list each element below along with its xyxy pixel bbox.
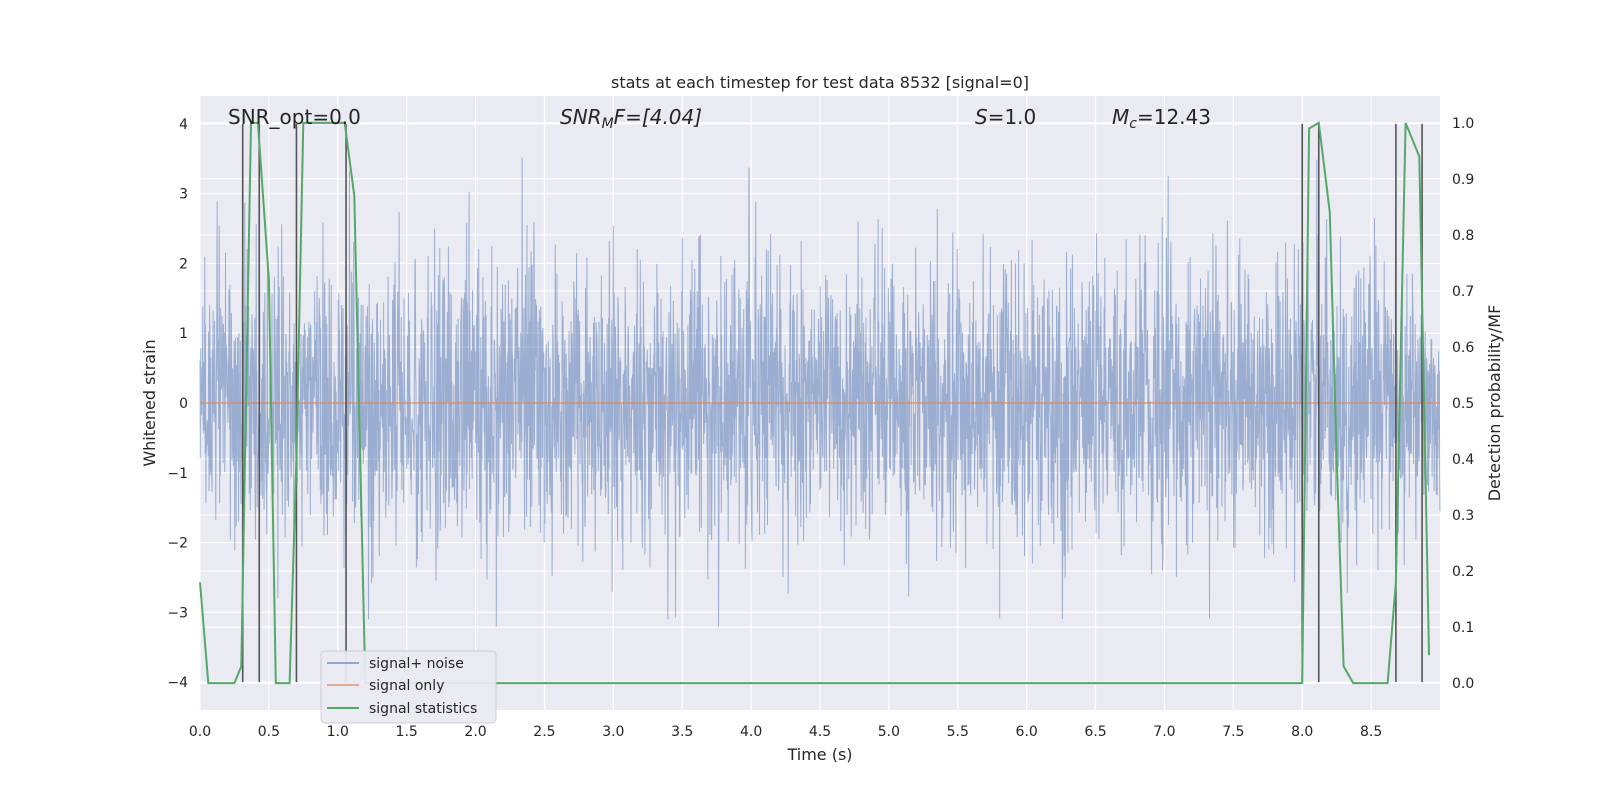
- x-tick-label: 0.0: [189, 724, 211, 740]
- legend-box: [320, 650, 497, 724]
- noise-trace: [199, 157, 1441, 627]
- x-tick-label: 7.0: [1153, 724, 1175, 740]
- right-y-tick-label: 0.9: [1452, 172, 1474, 188]
- x-axis-label: Time (s): [786, 745, 852, 764]
- x-tick-label: 3.5: [671, 724, 693, 740]
- x-tick-label: 2.0: [464, 724, 486, 740]
- right-y-tick-label: 0.7: [1452, 284, 1474, 300]
- y-tick-label: −2: [167, 536, 188, 552]
- mc-annotation: Mc=12.43: [1112, 105, 1211, 132]
- x-tick-label: 8.0: [1291, 724, 1313, 740]
- x-tick-label: 8.5: [1360, 724, 1382, 740]
- x-tick-label: 4.0: [740, 724, 762, 740]
- x-tick-label: 1.0: [327, 724, 349, 740]
- legend-label-stats: signal statistics: [369, 701, 477, 717]
- right-y-tick-label: 0.6: [1452, 340, 1474, 356]
- right-y-tick-label: 1.0: [1452, 116, 1474, 132]
- y-tick-label: 3: [179, 187, 188, 203]
- y-tick-label: 1: [179, 326, 188, 342]
- x-tick-label: 6.5: [1084, 724, 1106, 740]
- legend: signal+ noise signal only signal statist…: [320, 650, 497, 724]
- x-tick-label: 2.5: [533, 724, 555, 740]
- right-y-tick-label: 0.8: [1452, 228, 1474, 244]
- y-tick-label: −3: [167, 605, 188, 621]
- y-tick-label: 0: [179, 396, 188, 412]
- right-y-tick-label: 0.1: [1452, 620, 1474, 636]
- y-tick-label: −4: [167, 675, 188, 691]
- s-annotation: S=1.0: [975, 105, 1036, 129]
- y-axis-label: Whitened strain: [140, 339, 159, 466]
- right-y-tick-labels: 1.0 0.9 0.8 0.7 0.6 0.5 0.4 0.3 0.2 0.1 0.0: [1452, 116, 1474, 692]
- x-tick-label: 6.0: [1016, 724, 1038, 740]
- snr-opt-annotation: SNR_opt=0.0: [228, 105, 361, 129]
- x-tick-label: 0.5: [258, 724, 280, 740]
- snr-mf-annotation: SNRMF=[4.04]: [560, 105, 702, 132]
- right-y-tick-label: 0.3: [1452, 508, 1474, 524]
- right-y-tick-label: 0.4: [1452, 452, 1474, 468]
- x-tick-label: 5.0: [878, 724, 900, 740]
- right-y-tick-label: 0.5: [1452, 396, 1474, 412]
- y-tick-label: −1: [167, 466, 188, 482]
- y-tick-labels: 4 3 2 1 0 −1 −2 −3 −4: [167, 117, 188, 691]
- y-tick-label: 2: [179, 256, 188, 272]
- legend-label-signal: signal only: [369, 678, 444, 694]
- noise-series: [199, 157, 1441, 627]
- y-tick-label: 4: [179, 117, 188, 133]
- x-tick-label: 5.5: [947, 724, 969, 740]
- x-tick-labels: 0.0 0.5 1.0 1.5 2.0 2.5 3.0 3.5 4.0 4.5 5.0 5.5 6.0 6…: [189, 724, 1382, 740]
- x-tick-label: 1.5: [396, 724, 418, 740]
- x-tick-label: 3.0: [602, 724, 624, 740]
- right-y-axis-label: Detection probability/MF: [1485, 305, 1504, 502]
- vertical-markers: [241, 123, 1423, 683]
- right-y-tick-label: 0.0: [1452, 676, 1474, 692]
- x-tick-label: 7.5: [1222, 724, 1244, 740]
- right-y-tick-label: 0.2: [1452, 564, 1474, 580]
- x-tick-label: 4.5: [809, 724, 831, 740]
- legend-label-noise: signal+ noise: [369, 656, 464, 672]
- chart-title: stats at each timestep for test data 853…: [611, 73, 1029, 92]
